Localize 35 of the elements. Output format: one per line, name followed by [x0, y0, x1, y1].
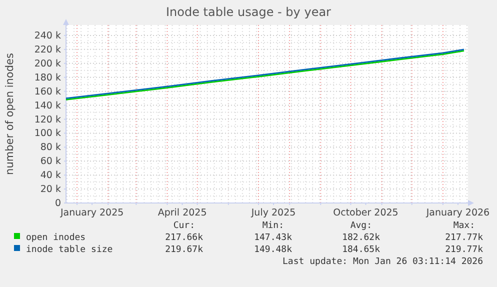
text: Min: [262, 221, 284, 231]
y-axis-title: number of open inodes [4, 53, 16, 175]
text: Avg: [350, 221, 372, 231]
text: 147.43k [254, 233, 293, 243]
x-tick-label: January 2026 [425, 208, 490, 219]
y-tick-label: 100 k [34, 128, 62, 140]
text: 219.67k [165, 245, 204, 255]
text: Last update: Mon Jan 26 03:11:14 2026 [282, 257, 483, 267]
text: Max: [453, 221, 475, 231]
y-tick-label: 80 k [40, 142, 62, 154]
legend-label: open inodes [26, 233, 86, 243]
text: Cur: [173, 221, 195, 231]
text: 149.48k [254, 245, 293, 255]
x-tick-label: April 2025 [158, 208, 207, 219]
text: 182.62k [342, 233, 381, 243]
text: 219.77k [445, 245, 484, 255]
x-tick-label: October 2025 [333, 208, 398, 219]
x-tick-label: July 2025 [250, 208, 296, 219]
y-tick-label: 140 k [34, 100, 62, 112]
chart-title: Inode table usage - by year [166, 5, 332, 19]
y-tick-label: 180 k [34, 72, 62, 84]
y-tick-label: 160 k [34, 86, 62, 98]
text: 217.66k [165, 233, 204, 243]
y-tick-label: 20 k [40, 184, 62, 196]
text: 217.77k [445, 233, 484, 243]
y-tick-label: 200 k [34, 58, 62, 70]
legend-label: inode table size [26, 245, 113, 255]
y-tick-label: 240 k [34, 30, 62, 42]
text: 184.65k [342, 245, 381, 255]
y-tick-label: 120 k [34, 114, 62, 126]
y-tick-label: 40 k [40, 170, 62, 182]
y-tick-label: 220 k [34, 44, 62, 56]
y-tick-label: 0 [54, 198, 61, 210]
x-tick-label: January 2025 [59, 208, 124, 219]
y-tick-label: 60 k [40, 156, 62, 168]
